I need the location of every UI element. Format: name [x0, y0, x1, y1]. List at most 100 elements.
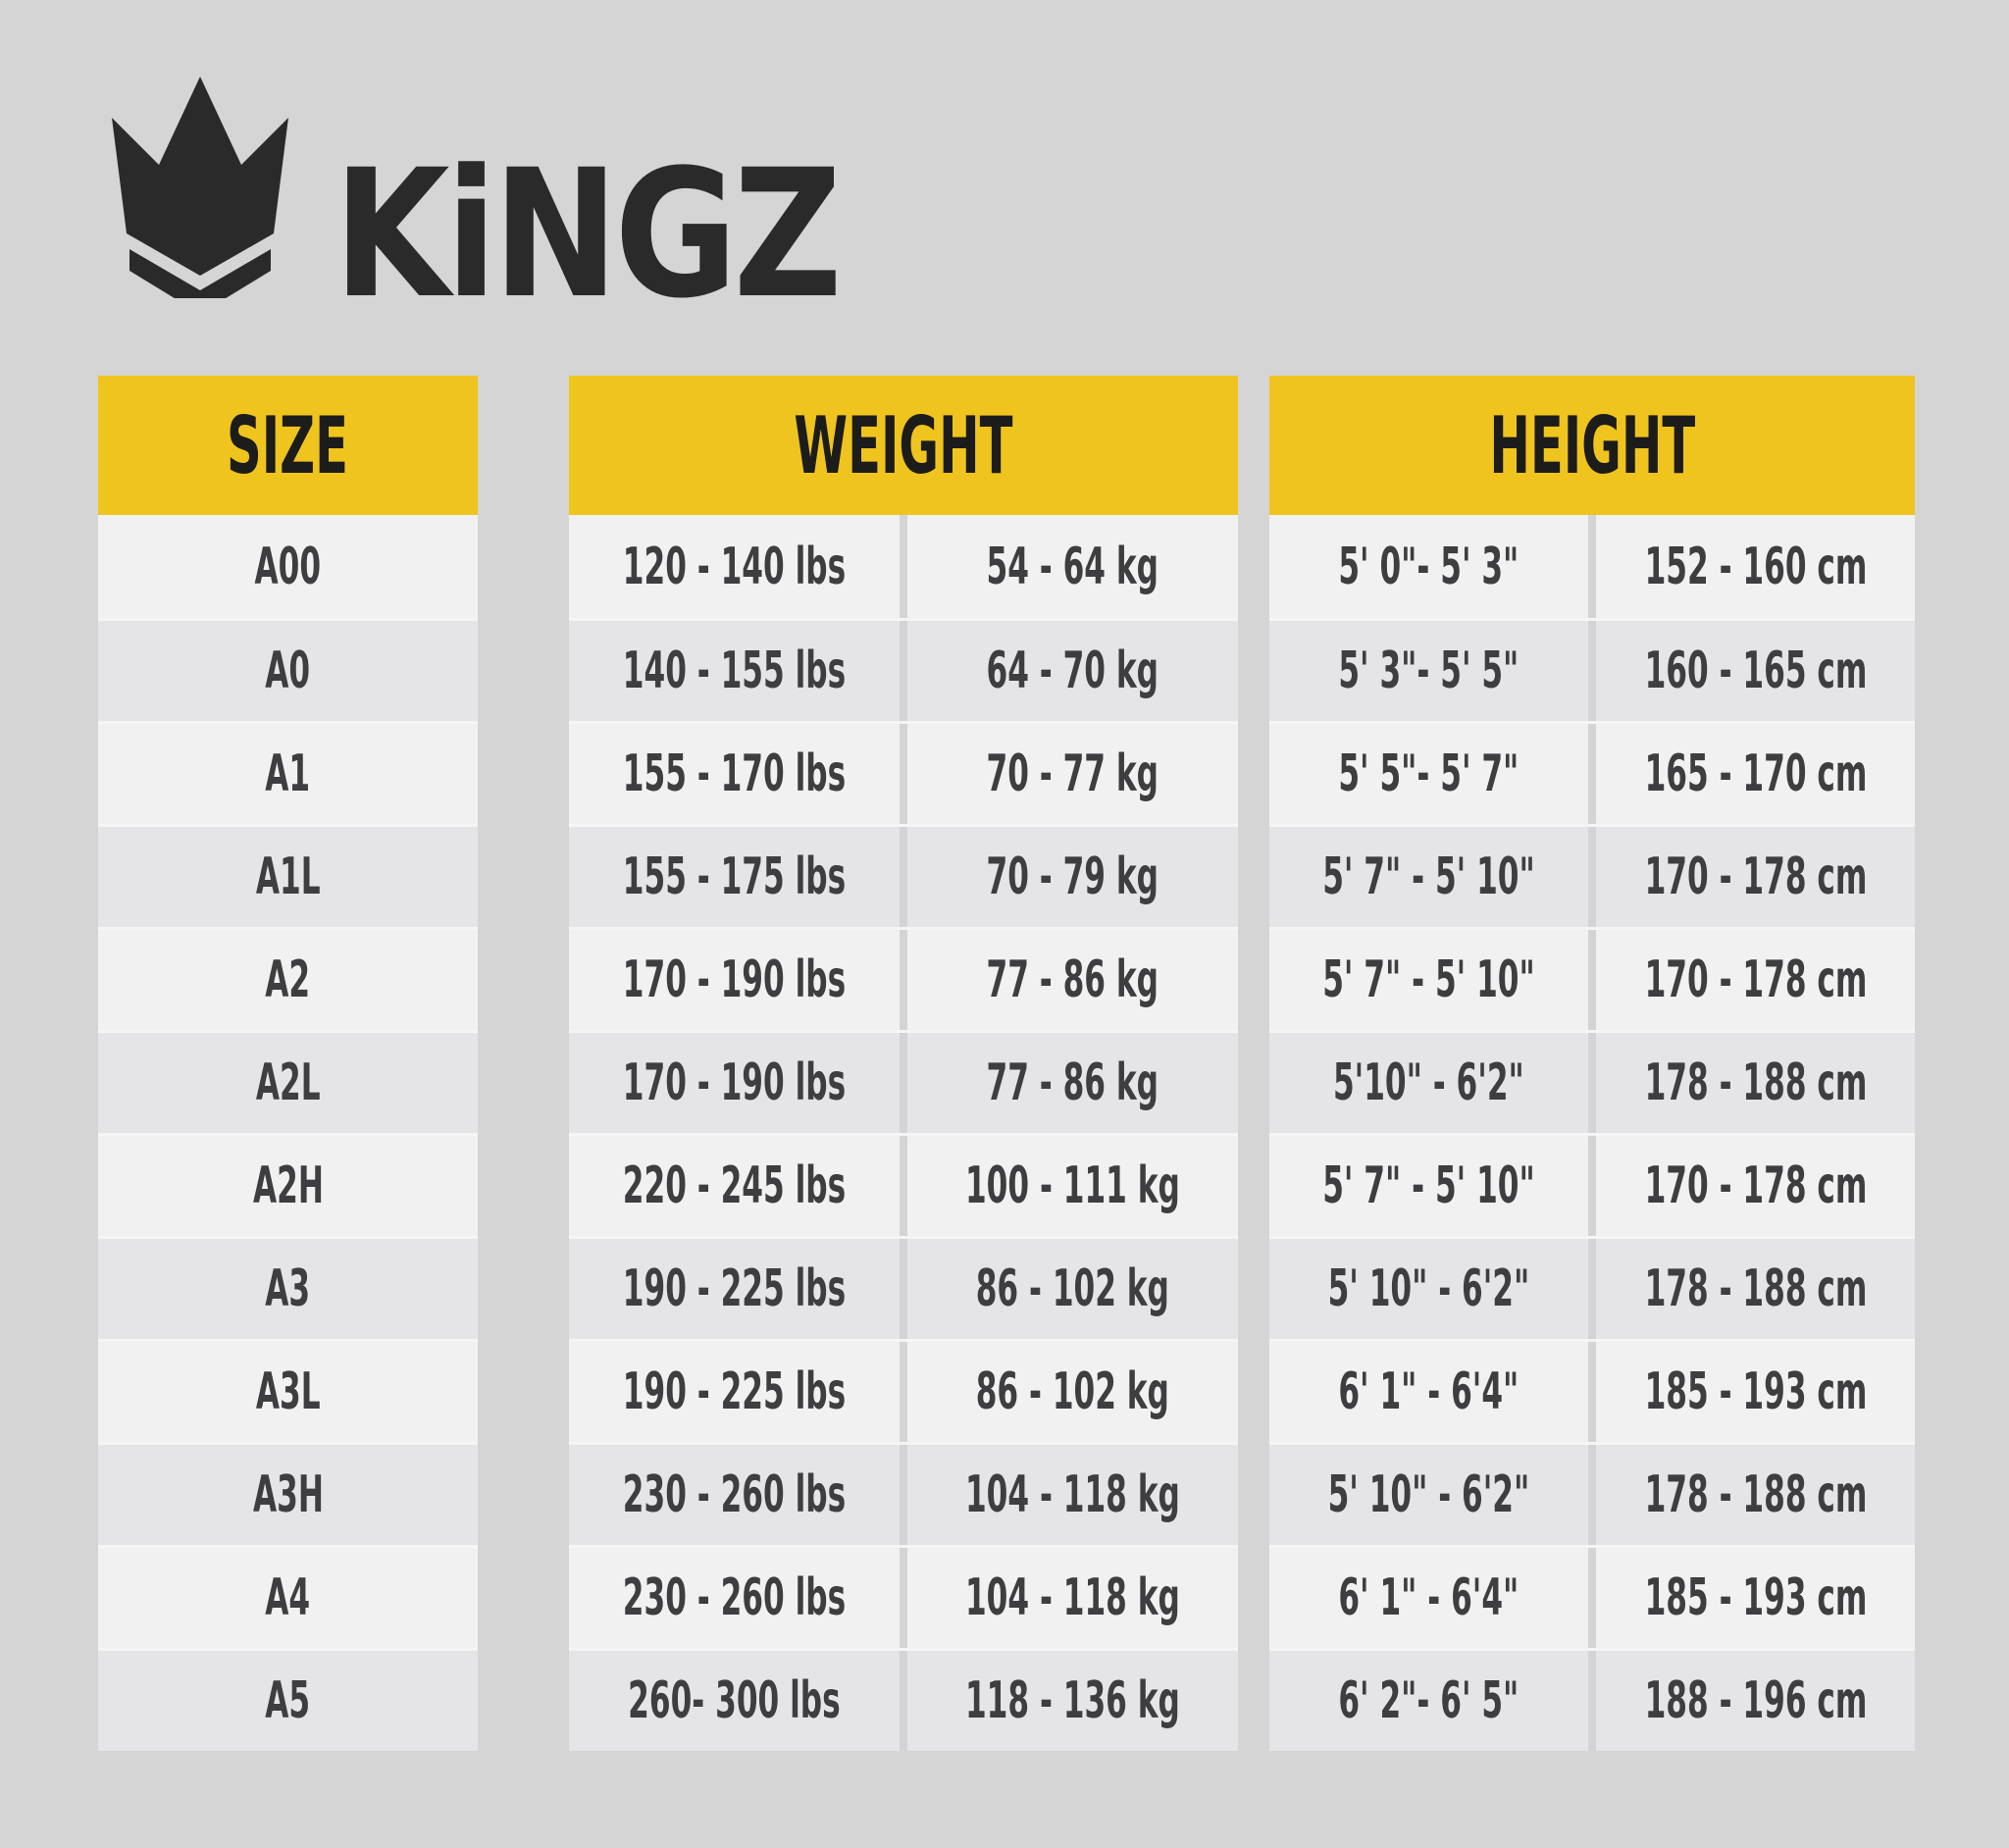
column-divider: [1588, 1136, 1596, 1236]
column-divider: [900, 1651, 907, 1751]
size-chart-tables: SIZE A00 A0 A1 A1L A2 A2L A2H A3 A3L A3H…: [98, 376, 1915, 1751]
table-cell: 185 - 193 cm: [1596, 1342, 1915, 1442]
table-cell: A1L: [98, 827, 478, 927]
table-cell: 230 - 260 lbs: [569, 1445, 900, 1545]
table-cell: 118 - 136 kg: [907, 1651, 1238, 1751]
weight-kg-value: 104 - 118 kg: [965, 1568, 1180, 1627]
table-cell: A5: [98, 1651, 478, 1751]
table-cell: 178 - 188 cm: [1596, 1239, 1915, 1339]
table-cell: 5' 5"- 5' 7": [1269, 724, 1588, 824]
table-row: 5' 3"- 5' 5" 160 - 165 cm: [1269, 618, 1915, 721]
table-cell: 185 - 193 cm: [1596, 1548, 1915, 1648]
table-row: A4: [98, 1545, 478, 1648]
height-ft-value: 5'10" - 6'2": [1333, 1053, 1524, 1112]
crown-icon: [112, 77, 288, 298]
size-value: A2L: [255, 1053, 321, 1112]
table-cell: 140 - 155 lbs: [569, 621, 900, 721]
table-cell: 5'10" - 6'2": [1269, 1033, 1588, 1133]
table-cell: 152 - 160 cm: [1596, 515, 1915, 618]
table-cell: 64 - 70 kg: [907, 621, 1238, 721]
table-row: 120 - 140 lbs 54 - 64 kg: [569, 515, 1238, 618]
table-row: A2L: [98, 1030, 478, 1133]
column-divider: [1588, 1033, 1596, 1133]
size-value: A3H: [252, 1465, 324, 1524]
height-cm-value: 170 - 178 cm: [1644, 847, 1867, 906]
table-row: A5: [98, 1648, 478, 1751]
table-row: 5' 10" - 6'2" 178 - 188 cm: [1269, 1236, 1915, 1339]
table-row: A2: [98, 927, 478, 1030]
table-cell: 178 - 188 cm: [1596, 1445, 1915, 1545]
column-divider: [900, 1445, 907, 1545]
table-cell: 5' 7" - 5' 10": [1269, 827, 1588, 927]
weight-kg-value: 77 - 86 kg: [986, 950, 1159, 1009]
column-divider: [1588, 1239, 1596, 1339]
table-row: A2H: [98, 1133, 478, 1236]
size-value: A3L: [255, 1362, 321, 1421]
table-row: 5' 5"- 5' 7" 165 - 170 cm: [1269, 721, 1915, 824]
column-divider: [900, 930, 907, 1030]
table-cell: 54 - 64 kg: [907, 515, 1238, 618]
column-divider: [900, 621, 907, 721]
weight-kg-value: 104 - 118 kg: [965, 1465, 1180, 1524]
table-row: 5' 7" - 5' 10" 170 - 178 cm: [1269, 1133, 1915, 1236]
weight-kg-value: 77 - 86 kg: [986, 1053, 1159, 1112]
table-row: 155 - 175 lbs 70 - 79 kg: [569, 824, 1238, 927]
table-cell: 155 - 175 lbs: [569, 827, 900, 927]
height-cm-value: 152 - 160 cm: [1644, 537, 1867, 596]
table-row: 230 - 260 lbs 104 - 118 kg: [569, 1545, 1238, 1648]
weight-table-header: WEIGHT: [569, 376, 1238, 515]
table-row: 260- 300 lbs 118 - 136 kg: [569, 1648, 1238, 1751]
weight-lbs-value: 155 - 175 lbs: [622, 847, 847, 906]
height-cm-value: 188 - 196 cm: [1644, 1671, 1867, 1730]
height-cm-value: 185 - 193 cm: [1644, 1568, 1867, 1627]
table-cell: 70 - 79 kg: [907, 827, 1238, 927]
height-cm-value: 160 - 165 cm: [1644, 642, 1867, 700]
column-divider: [1588, 515, 1596, 618]
weight-kg-value: 118 - 136 kg: [965, 1671, 1180, 1730]
weight-table: WEIGHT 120 - 140 lbs 54 - 64 kg 140 - 155…: [569, 376, 1238, 1751]
table-row: 5' 0"- 5' 3" 152 - 160 cm: [1269, 515, 1915, 618]
column-divider: [1588, 724, 1596, 824]
column-divider: [1588, 1548, 1596, 1648]
table-row: 155 - 170 lbs 70 - 77 kg: [569, 721, 1238, 824]
table-cell: A1: [98, 724, 478, 824]
height-ft-value: 5' 10" - 6'2": [1327, 1259, 1530, 1318]
table-row: A3L: [98, 1339, 478, 1442]
weight-lbs-value: 190 - 225 lbs: [622, 1362, 847, 1421]
column-divider: [900, 1548, 907, 1648]
table-cell: 5' 0"- 5' 3": [1269, 515, 1588, 618]
table-row: A3H: [98, 1442, 478, 1545]
table-row: 6' 1" - 6'4" 185 - 193 cm: [1269, 1339, 1915, 1442]
column-divider: [1588, 1651, 1596, 1751]
table-row: 170 - 190 lbs 77 - 86 kg: [569, 927, 1238, 1030]
column-divider: [1588, 827, 1596, 927]
table-row: 5'10" - 6'2" 178 - 188 cm: [1269, 1030, 1915, 1133]
column-divider: [900, 515, 907, 618]
table-row: 170 - 190 lbs 77 - 86 kg: [569, 1030, 1238, 1133]
size-value: A1L: [255, 847, 321, 906]
table-cell: 6' 2"- 6' 5": [1269, 1651, 1588, 1751]
table-row: A1L: [98, 824, 478, 927]
table-cell: 155 - 170 lbs: [569, 724, 900, 824]
size-value: A00: [254, 537, 322, 596]
table-cell: 260- 300 lbs: [569, 1651, 900, 1751]
weight-lbs-value: 220 - 245 lbs: [622, 1156, 847, 1215]
brand-logo: KiNGZ: [96, 67, 927, 324]
table-cell: A3L: [98, 1342, 478, 1442]
size-header-label: SIZE: [227, 399, 349, 491]
height-table: HEIGHT 5' 0"- 5' 3" 152 - 160 cm 5' 3"- 5…: [1269, 376, 1915, 1751]
table-row: 190 - 225 lbs 86 - 102 kg: [569, 1236, 1238, 1339]
table-cell: A0: [98, 621, 478, 721]
table-cell: 170 - 178 cm: [1596, 930, 1915, 1030]
size-value: A2: [265, 950, 311, 1009]
weight-kg-value: 100 - 111 kg: [965, 1156, 1180, 1215]
height-cm-value: 178 - 188 cm: [1644, 1465, 1867, 1524]
height-ft-value: 5' 7" - 5' 10": [1322, 1156, 1535, 1215]
height-table-header: HEIGHT: [1269, 376, 1915, 515]
height-ft-value: 5' 7" - 5' 10": [1322, 950, 1535, 1009]
table-cell: 5' 10" - 6'2": [1269, 1445, 1588, 1545]
height-cm-value: 170 - 178 cm: [1644, 1156, 1867, 1215]
column-divider: [900, 1136, 907, 1236]
table-cell: A4: [98, 1548, 478, 1648]
